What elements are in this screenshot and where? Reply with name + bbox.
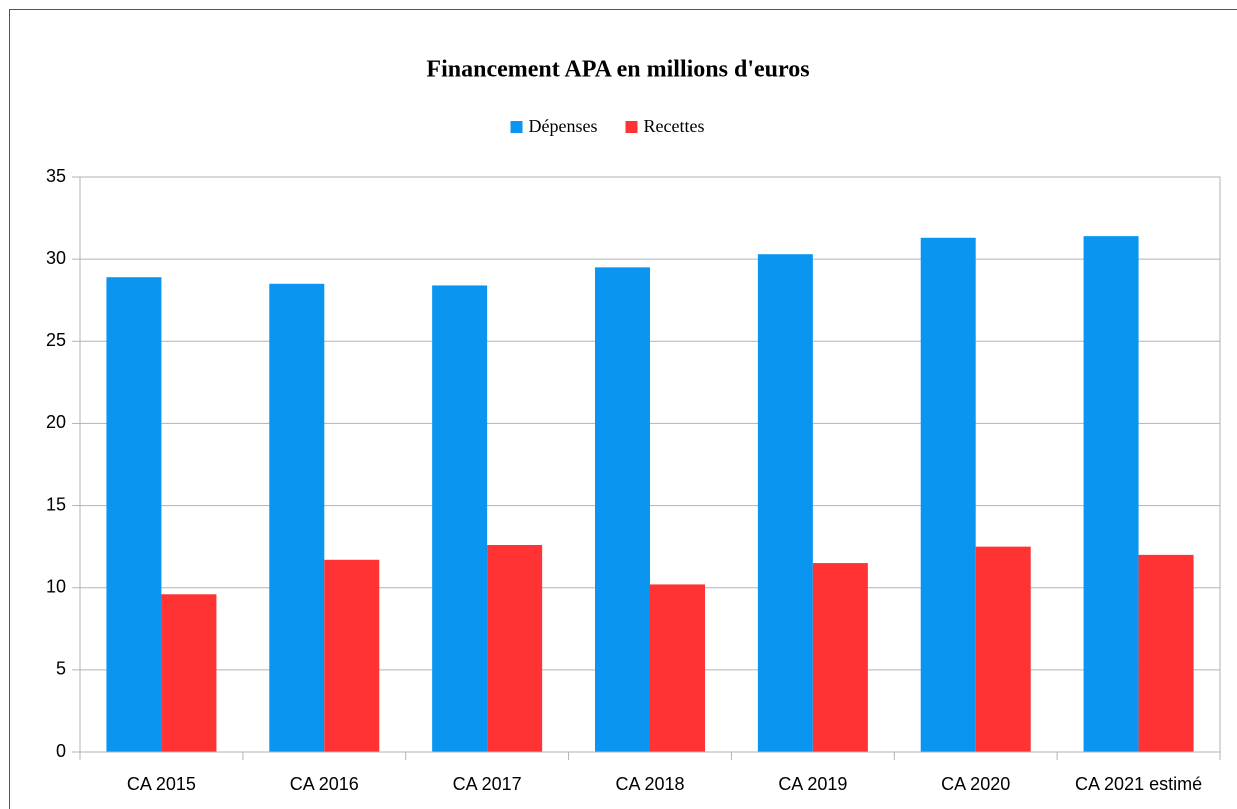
legend-swatch (510, 121, 523, 133)
y-tick-label: 35 (46, 166, 66, 186)
bar (975, 546, 1031, 752)
y-tick-label: 20 (46, 412, 66, 432)
chart-title: Financement APA en millions d'euros (426, 57, 809, 83)
x-tick-label: CA 2016 (290, 774, 359, 794)
y-tick-label: 0 (56, 741, 66, 761)
bar (595, 267, 650, 752)
bar (106, 277, 162, 752)
bar (920, 237, 976, 753)
y-tick-label: 5 (56, 659, 66, 679)
y-tick-label: 15 (46, 494, 66, 514)
bar (757, 254, 813, 752)
x-tick-label: CA 2020 (941, 774, 1010, 794)
x-tick-label: CA 2021 estimé (1075, 774, 1202, 794)
y-tick-label: 25 (46, 330, 66, 350)
legend-label: Recettes (644, 116, 705, 136)
bar (1083, 236, 1139, 753)
legend-label: Dépenses (529, 116, 598, 136)
bar (432, 285, 488, 752)
bar (324, 559, 380, 752)
bar (812, 563, 868, 752)
bar (269, 283, 325, 752)
x-tick-label: CA 2017 (453, 774, 522, 794)
x-tick-label: CA 2015 (127, 774, 196, 794)
x-tick-label: CA 2019 (778, 774, 847, 794)
bar (650, 584, 705, 752)
y-tick-label: 30 (46, 248, 66, 268)
legend-swatch (625, 121, 638, 133)
bar (1138, 554, 1194, 752)
bar (161, 594, 217, 752)
x-tick-label: CA 2018 (615, 774, 684, 794)
y-tick-label: 10 (46, 576, 66, 596)
bar (487, 545, 543, 752)
